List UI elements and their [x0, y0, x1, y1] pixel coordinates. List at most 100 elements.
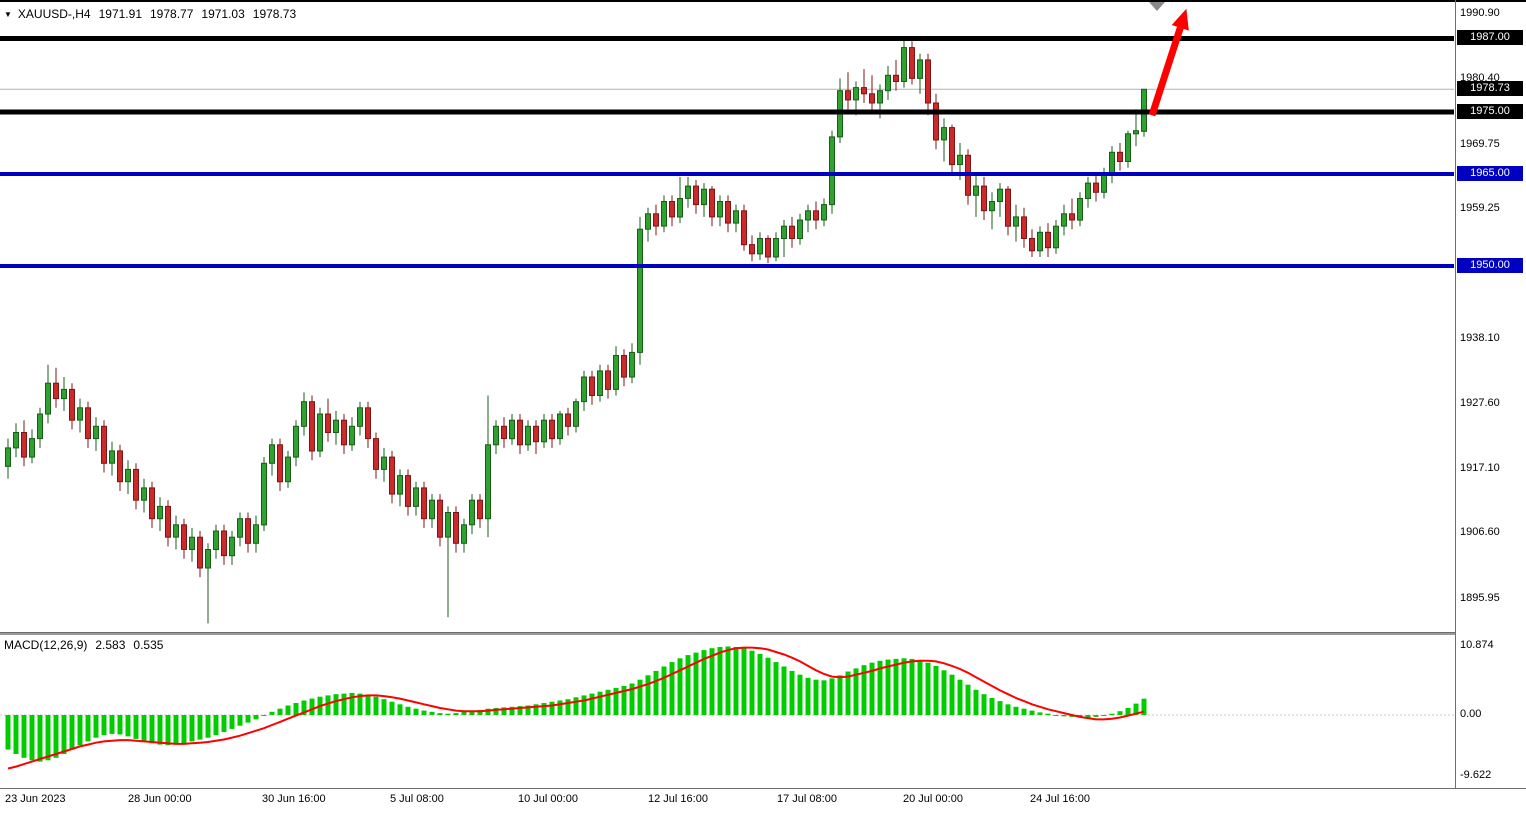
candle-body — [253, 524, 259, 544]
macd-bar — [789, 670, 795, 715]
macd-bar — [85, 715, 91, 742]
object-anchor-triangle-icon[interactable] — [1149, 2, 1165, 11]
candle-body — [1013, 216, 1019, 227]
candle-body — [1021, 216, 1027, 239]
candle-body — [229, 536, 235, 557]
candle-body — [877, 90, 883, 104]
macd-bar — [381, 699, 387, 715]
price-pane[interactable]: ▼ XAUUSD-,H4 1971.91 1978.77 1971.03 197… — [0, 2, 1454, 632]
candle-body — [565, 413, 571, 427]
time-tick-label: 24 Jul 16:00 — [1030, 793, 1090, 805]
candle-body — [917, 59, 923, 79]
macd-bar — [197, 715, 203, 740]
macd-bar — [565, 699, 571, 715]
macd-bar — [597, 691, 603, 715]
macd-bar — [1053, 715, 1059, 716]
price-tick-label: 1938.10 — [1460, 332, 1500, 344]
price-tick-label: 1990.90 — [1460, 7, 1500, 19]
macd-bar — [981, 694, 987, 715]
candle-body — [1045, 231, 1051, 249]
macd-bar — [141, 715, 147, 742]
macd-bar — [901, 658, 907, 715]
candle-body — [693, 185, 699, 206]
macd-name: MACD(12,26,9) — [4, 638, 88, 652]
price-badge-1950.00: 1950.00 — [1457, 258, 1523, 273]
candle-body — [437, 499, 443, 538]
candle-body — [325, 413, 331, 433]
macd-chart-canvas[interactable] — [0, 635, 1454, 788]
macd-bar — [837, 675, 843, 715]
candle-body — [61, 388, 67, 400]
candle-body — [981, 185, 987, 212]
macd-bar — [821, 680, 827, 715]
macd-bar — [301, 700, 307, 715]
macd-bar — [653, 670, 659, 715]
macd-bar — [469, 710, 475, 715]
candle-body — [853, 87, 859, 101]
macd-bar — [285, 705, 291, 715]
candle-body — [829, 136, 835, 206]
candle-body — [661, 201, 667, 227]
ohlc-low: 1971.03 — [201, 7, 245, 21]
time-tick-label: 17 Jul 08:00 — [777, 793, 837, 805]
one-click-trading-icon[interactable]: ▼ — [4, 9, 12, 19]
macd-bar — [949, 674, 955, 715]
pane-splitter[interactable] — [0, 632, 1455, 635]
macd-bar — [149, 715, 155, 744]
macd-bar — [1045, 713, 1051, 715]
macd-bar — [589, 693, 595, 715]
macd-bar — [109, 715, 115, 734]
macd-bar — [749, 650, 755, 715]
macd-bar — [701, 650, 707, 715]
macd-bar — [397, 704, 403, 715]
trend-arrow-head[interactable] — [1171, 8, 1189, 31]
candle-body — [77, 407, 83, 421]
time-tick-label: 23 Jun 2023 — [5, 793, 66, 805]
candle-body — [893, 74, 899, 83]
candle-body — [621, 355, 627, 378]
macd-bar — [533, 704, 539, 715]
trend-arrow[interactable] — [1148, 26, 1184, 117]
macd-bar — [573, 697, 579, 715]
macd-bar — [645, 675, 651, 715]
price-tick-label: 1895.95 — [1460, 592, 1500, 604]
macd-bar — [693, 652, 699, 715]
macd-bar — [1061, 715, 1067, 717]
macd-bar — [621, 686, 627, 715]
macd-bar — [293, 703, 299, 715]
time-scale[interactable]: 23 Jun 2023 28 Jun 00:00 30 Jun 16:00 5 Jul… — [0, 790, 1454, 813]
macd-bar — [477, 709, 483, 715]
candle-body — [765, 238, 771, 258]
macd-value: 2.583 — [95, 638, 126, 652]
macd-histogram — [5, 646, 1147, 762]
macd-bar — [1029, 710, 1035, 715]
macd-bar — [845, 671, 851, 715]
candle-body — [293, 425, 299, 458]
time-axis-divider — [0, 788, 1526, 789]
candle-body — [517, 419, 523, 446]
candle-body — [109, 450, 115, 464]
macd-bar — [101, 715, 107, 736]
macd-bar — [421, 710, 427, 715]
candle-body — [1101, 173, 1107, 193]
candle-body — [445, 512, 451, 538]
macd-bar — [277, 708, 283, 715]
macd-bar — [741, 648, 747, 715]
price-tick-label: 1969.75 — [1460, 138, 1500, 150]
candle-body — [477, 499, 483, 520]
macd-bar — [229, 715, 235, 729]
time-tick-label: 10 Jul 00:00 — [518, 793, 578, 805]
macd-pane[interactable]: MACD(12,26,9) 2.583 0.535 — [0, 635, 1454, 788]
macd-bar — [493, 708, 499, 715]
candle-body — [549, 419, 555, 440]
candle-body — [925, 59, 931, 104]
price-chart-canvas[interactable] — [0, 2, 1454, 632]
macd-bar — [309, 698, 315, 715]
macd-bar — [125, 715, 131, 737]
macd-bar — [1141, 698, 1147, 715]
candle-body — [333, 419, 339, 434]
candle-body — [741, 210, 747, 246]
macd-bar — [517, 706, 523, 715]
candle-body — [653, 213, 659, 227]
